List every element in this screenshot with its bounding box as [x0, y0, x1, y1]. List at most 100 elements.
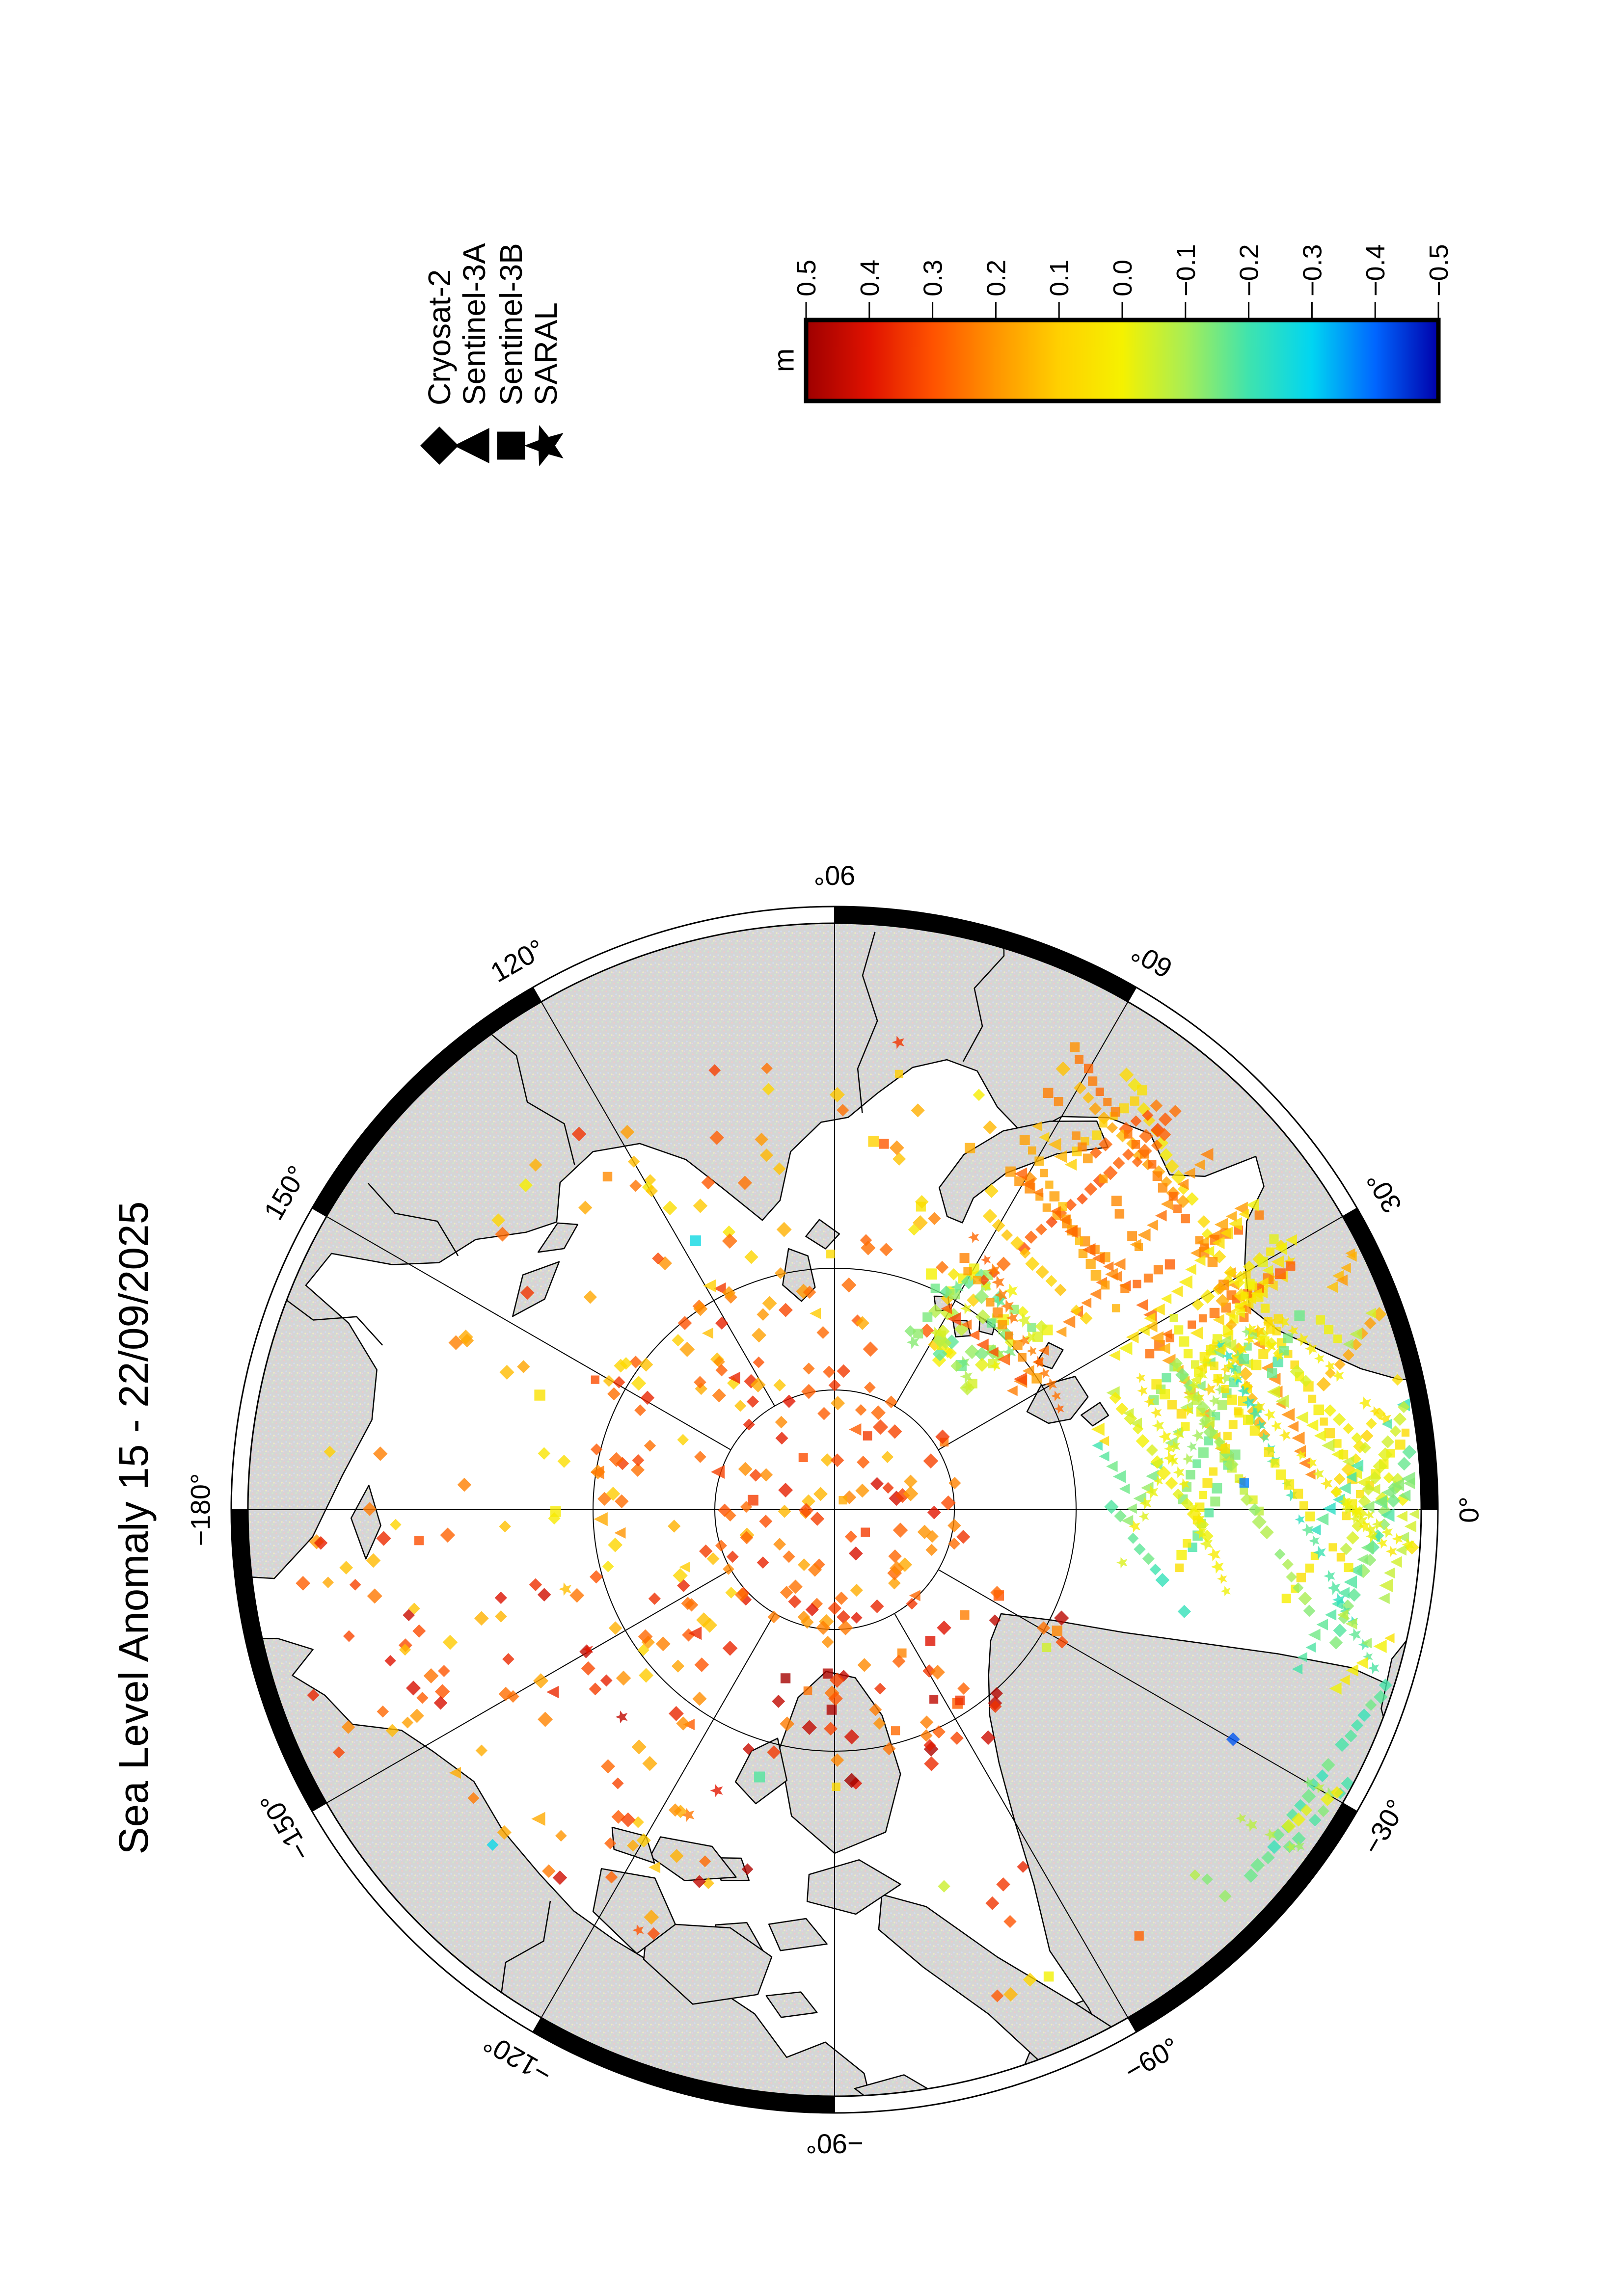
map-data-point	[991, 1275, 1005, 1289]
map-data-point	[1246, 1392, 1258, 1405]
map-data-point	[1293, 1840, 1305, 1852]
landmass-novaya-zemlya	[938, 1121, 1109, 1224]
map-data-point	[1250, 1858, 1265, 1873]
map-data-point	[703, 1279, 716, 1293]
map-data-point	[712, 1388, 727, 1403]
map-data-point	[1055, 1635, 1069, 1649]
map-data-point	[1240, 1380, 1251, 1390]
map-data-point	[1291, 1812, 1306, 1827]
map-data-point	[1346, 1664, 1358, 1677]
map-data-point	[724, 1509, 736, 1522]
map-data-point	[1089, 1288, 1102, 1300]
map-data-point	[1165, 1159, 1179, 1174]
map-data-point	[1119, 1121, 1134, 1137]
map-data-point	[1369, 1484, 1380, 1495]
map-data-point	[870, 1405, 886, 1420]
map-data-point	[1158, 1430, 1172, 1443]
map-data-point	[1213, 1339, 1225, 1352]
map-data-point	[1179, 1275, 1192, 1289]
map-data-point	[1070, 1042, 1080, 1052]
map-data-point	[1190, 1248, 1201, 1258]
map-data-point	[608, 1537, 623, 1552]
map-data-point	[1392, 1533, 1403, 1545]
map-data-point	[1200, 1148, 1214, 1161]
map-data-point	[1223, 1432, 1232, 1441]
map-data-point	[1031, 1373, 1042, 1384]
map-data-point	[1198, 1447, 1209, 1458]
map-data-point	[1378, 1447, 1393, 1462]
map-data-point	[602, 1560, 614, 1573]
map-data-point	[1194, 1159, 1205, 1171]
landmass-king-william	[765, 1991, 818, 2018]
map-data-point	[962, 1382, 973, 1393]
map-data-point	[749, 1468, 762, 1482]
map-data-point	[1323, 1787, 1336, 1800]
map-data-point	[1316, 1769, 1329, 1783]
map-data-point	[1202, 1478, 1213, 1488]
map-data-point	[1130, 1096, 1139, 1106]
map-data-point	[1161, 1198, 1173, 1210]
map-data-point	[1267, 1368, 1277, 1379]
map-data-point	[1249, 1407, 1261, 1420]
map-data-point	[1330, 1786, 1344, 1799]
map-data-point	[699, 1855, 711, 1868]
map-data-point	[1113, 1258, 1126, 1271]
map-data-point	[1313, 1404, 1325, 1415]
map-data-point	[632, 1924, 644, 1936]
map-data-point	[1324, 1325, 1334, 1335]
map-data-point	[1372, 1307, 1387, 1322]
map-data-point	[1188, 1320, 1196, 1329]
map-data-point	[950, 1360, 963, 1372]
map-data-point	[1198, 1314, 1207, 1323]
map-data-point	[581, 1661, 595, 1676]
map-data-point	[1300, 1804, 1313, 1816]
map-data-point	[1296, 1450, 1306, 1461]
map-data-point	[1177, 1178, 1189, 1190]
map-data-point	[822, 1668, 833, 1679]
map-data-point	[631, 1739, 647, 1755]
map-data-point	[1179, 1336, 1190, 1347]
map-data-point	[1098, 1137, 1113, 1151]
map-data-point	[1136, 1434, 1150, 1448]
map-data-point	[613, 1376, 625, 1388]
map-data-point	[1259, 1432, 1270, 1443]
map-data-point	[797, 1558, 811, 1571]
map-data-point	[1019, 1247, 1031, 1259]
map-data-point	[1172, 1427, 1185, 1441]
map-data-point	[1071, 1305, 1082, 1316]
map-data-point	[569, 1588, 585, 1603]
map-data-point	[1133, 1492, 1147, 1505]
map-data-point	[1399, 1489, 1411, 1502]
map-data-point	[1243, 1260, 1256, 1273]
map-data-point	[855, 1483, 869, 1498]
map-data-point	[1193, 1513, 1205, 1525]
map-data-point	[1398, 1401, 1410, 1414]
map-data-point	[744, 1250, 758, 1264]
colorbar-tick	[995, 302, 997, 318]
map-data-point	[1059, 1214, 1071, 1226]
map-data-point	[1119, 1341, 1133, 1355]
map-data-point	[981, 1730, 996, 1745]
map-data-point	[734, 1588, 749, 1602]
map-data-point	[529, 1158, 542, 1172]
map-data-point	[1212, 1483, 1222, 1494]
map-data-point	[1196, 1400, 1210, 1414]
map-data-point	[1295, 1514, 1305, 1525]
map-data-point	[960, 1370, 973, 1383]
map-data-point	[941, 1495, 956, 1511]
map-data-point	[941, 1291, 955, 1305]
map-data-point	[1199, 1491, 1208, 1499]
map-data-point	[1385, 1546, 1397, 1557]
map-data-point	[1112, 1470, 1126, 1483]
map-data-point	[1331, 1448, 1344, 1461]
map-data-point	[557, 1454, 571, 1468]
map-data-point	[1045, 1180, 1054, 1189]
map-data-point	[935, 1429, 950, 1444]
map-data-point	[1245, 1198, 1259, 1212]
map-data-point	[533, 1673, 549, 1689]
map-data-point	[1293, 1582, 1304, 1594]
map-data-point	[960, 1610, 970, 1620]
map-data-point	[1130, 1115, 1142, 1127]
map-data-point	[1305, 1511, 1315, 1522]
map-data-point	[965, 1143, 975, 1153]
